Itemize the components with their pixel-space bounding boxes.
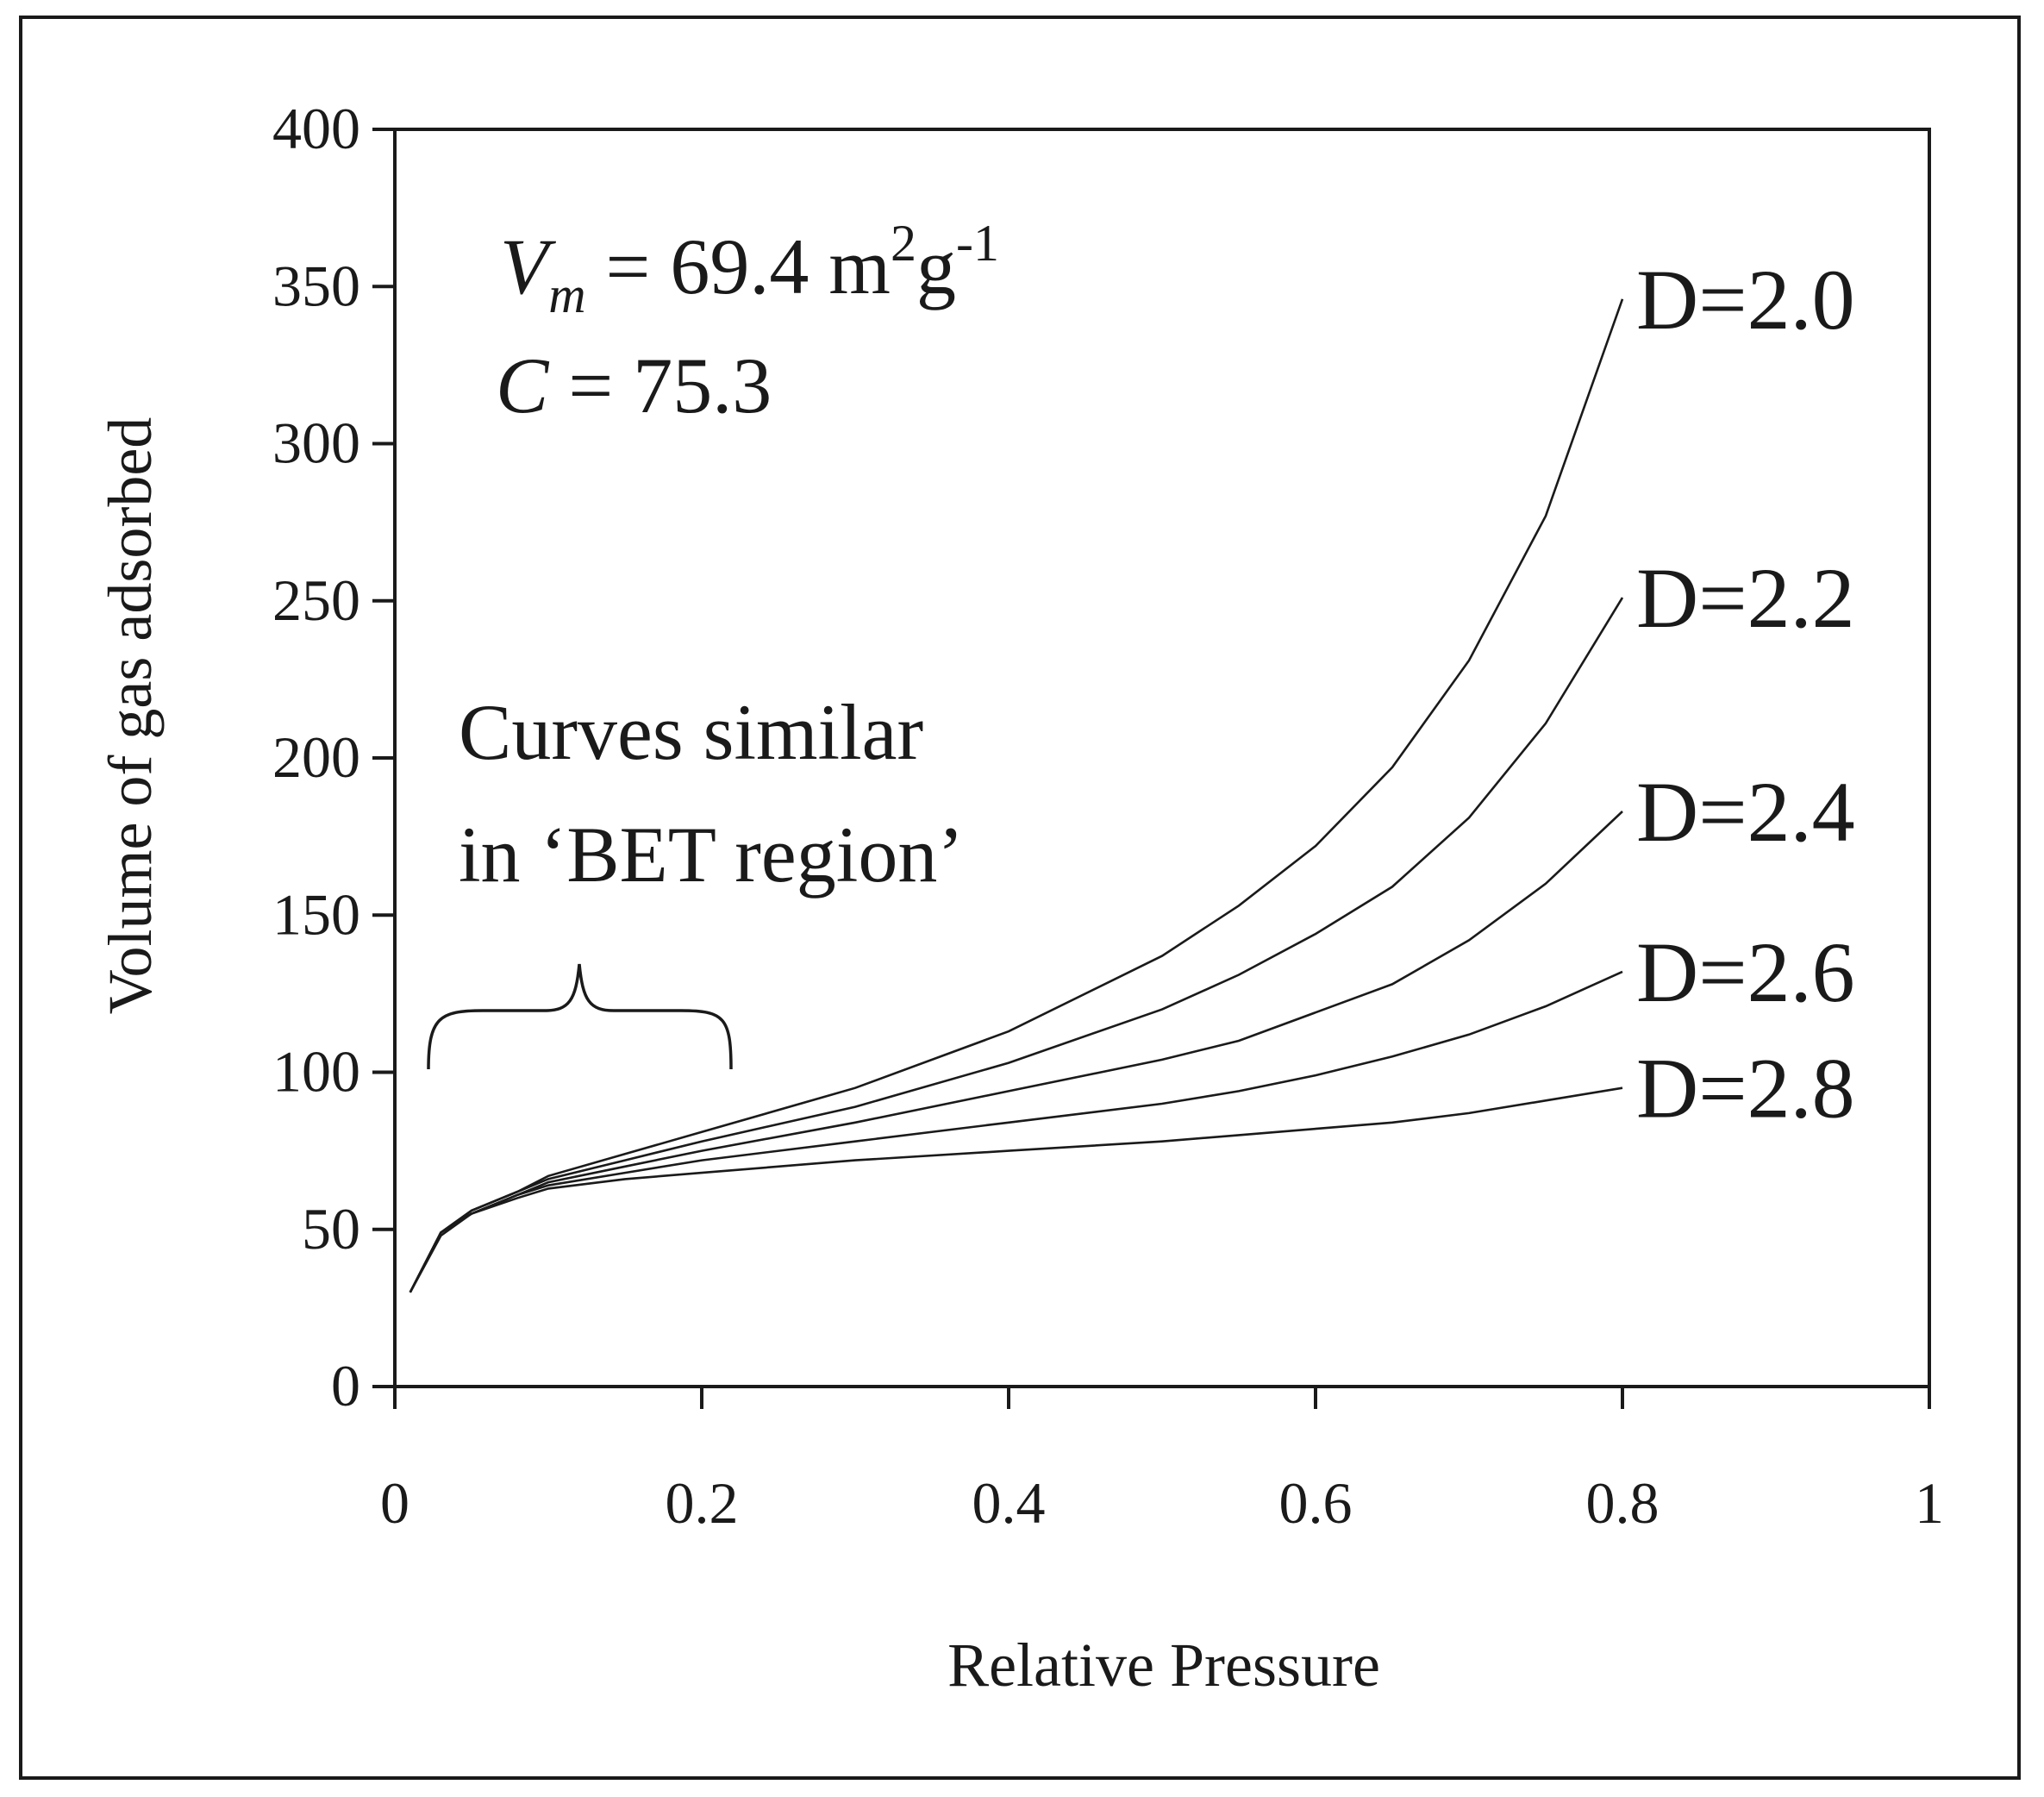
- series-label-d-2-8: D=2.8: [1636, 1041, 1855, 1136]
- vm-annotation: Vm = 69.4 m2g-1: [500, 215, 999, 323]
- series-line-d-2-2: [409, 597, 1624, 1293]
- y-tick-label: 300: [272, 410, 360, 476]
- bet-annotation-line1: Curves similar: [459, 688, 923, 776]
- vm-symbol: V: [500, 222, 557, 310]
- series-label-d-2-2: D=2.2: [1636, 550, 1855, 646]
- y-tick-label: 350: [272, 253, 360, 318]
- ticks: 0 50 100 150 200 250 300 350 400 0 0.2 0.4 0.6 0.8 1: [272, 96, 1944, 1536]
- bet-region-brace: [427, 963, 733, 1070]
- vm-subscript: m: [548, 266, 585, 323]
- y-tick-label: 250: [272, 567, 360, 633]
- x-axis-title: Relative Pressure: [947, 1631, 1380, 1700]
- x-tick-label: 0.4: [972, 1470, 1046, 1536]
- series-line-d-2-6: [409, 970, 1623, 1293]
- x-tick-label: 0.2: [666, 1470, 739, 1536]
- x-tick-label: 0.6: [1279, 1470, 1353, 1536]
- vm-superscript-neg1: -1: [956, 215, 999, 272]
- y-tick-label: 150: [272, 881, 360, 947]
- series-curves: [409, 298, 1624, 1293]
- figure-frame: [19, 16, 2021, 1780]
- series-line-d-2-8: [409, 1086, 1623, 1293]
- c-symbol: C: [496, 341, 550, 429]
- series-label-d-2-4: D=2.4: [1636, 764, 1855, 860]
- c-value: = 75.3: [548, 341, 772, 429]
- x-tick-label: 0: [380, 1470, 409, 1536]
- series-line-d-2-0: [409, 298, 1624, 1293]
- vm-superscript-2: 2: [891, 215, 916, 272]
- y-tick-label: 50: [302, 1196, 360, 1262]
- bet-annotation-line2: in ‘BET region’: [459, 811, 964, 898]
- y-tick-label: 400: [272, 96, 360, 161]
- y-axis-title: Volume of gas adsorbed: [96, 417, 165, 1015]
- vm-unit-g: g: [916, 222, 956, 310]
- x-tick-label: 0.8: [1586, 1470, 1660, 1536]
- y-tick-label: 200: [272, 724, 360, 790]
- y-tick-label: 100: [272, 1039, 360, 1105]
- x-tick-label: 1: [1915, 1470, 1944, 1536]
- c-annotation: C = 75.3: [496, 341, 772, 429]
- series-label-d-2-6: D=2.6: [1636, 924, 1855, 1020]
- y-tick-label: 0: [331, 1353, 360, 1418]
- vm-value: = 69.4 m: [586, 222, 891, 310]
- series-labels: D=2.0 D=2.2 D=2.4 D=2.6 D=2.8: [1636, 252, 1855, 1136]
- series-label-d-2-0: D=2.0: [1636, 252, 1855, 348]
